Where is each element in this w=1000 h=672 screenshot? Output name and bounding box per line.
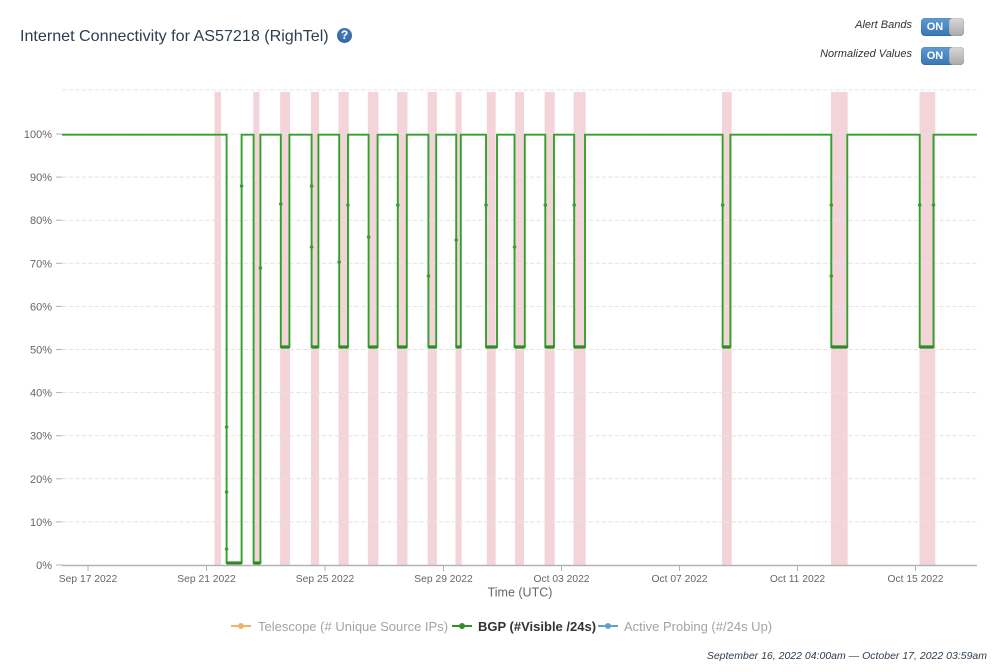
svg-text:Sep 25 2022: Sep 25 2022 bbox=[296, 574, 355, 585]
svg-text:60%: 60% bbox=[30, 301, 52, 313]
svg-text:40%: 40% bbox=[30, 388, 52, 400]
svg-text:Oct 15 2022: Oct 15 2022 bbox=[887, 574, 943, 585]
svg-text:20%: 20% bbox=[30, 474, 52, 486]
svg-text:70%: 70% bbox=[30, 258, 52, 270]
svg-text:Sep 21 2022: Sep 21 2022 bbox=[177, 574, 236, 585]
svg-text:10%: 10% bbox=[30, 517, 52, 529]
svg-text:Oct 11 2022: Oct 11 2022 bbox=[770, 574, 826, 585]
svg-text:80%: 80% bbox=[30, 215, 52, 227]
svg-text:Sep 29 2022: Sep 29 2022 bbox=[414, 574, 473, 585]
svg-text:100%: 100% bbox=[24, 129, 52, 141]
svg-text:Sep 17 2022: Sep 17 2022 bbox=[59, 574, 118, 585]
svg-text:0%: 0% bbox=[36, 560, 52, 572]
svg-text:Oct 03 2022: Oct 03 2022 bbox=[533, 574, 589, 585]
svg-text:90%: 90% bbox=[30, 172, 52, 184]
svg-text:Time (UTC): Time (UTC) bbox=[488, 586, 553, 600]
svg-text:30%: 30% bbox=[30, 431, 52, 443]
svg-text:Oct 07 2022: Oct 07 2022 bbox=[651, 574, 707, 585]
svg-text:50%: 50% bbox=[30, 345, 52, 357]
